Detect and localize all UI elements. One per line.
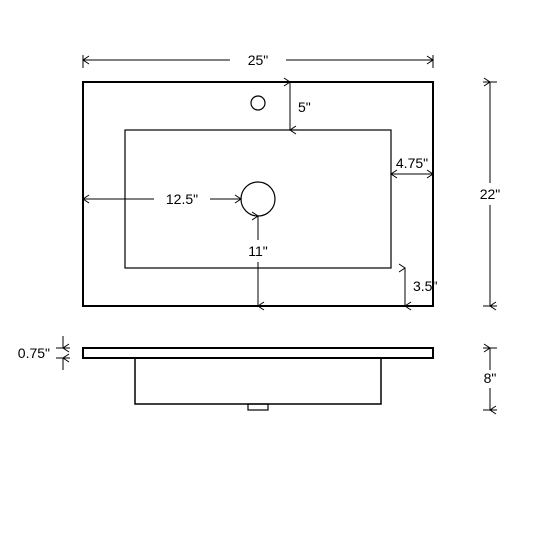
dim-overall-8-label: 8" [484,370,497,386]
dim-faucet-5-label: 5" [298,99,311,115]
dim-right-margin-label: 4.75" [396,155,428,171]
sideview-slab [83,348,433,358]
dim-drain-x-label: 12.5" [166,191,198,207]
sideview-basin [135,358,381,404]
dim-right-margin: 4.75" [391,155,433,174]
faucet-hole [251,96,265,110]
dim-overall-8: 8" [483,348,497,410]
dim-drain-y: 11" [248,216,268,306]
dim-faucet-5: 5" [290,82,311,130]
dim-drain-y-label: 11" [248,243,268,259]
dim-height-22-label: 22" [480,186,501,202]
dim-slab-thickness-label: 0.75" [18,345,50,361]
sideview-drain-nub [248,404,268,410]
dim-height-22: 22" [480,82,501,306]
dim-drain-x: 12.5" [83,191,241,207]
drain-hole [241,182,275,216]
dim-slab-thickness: 0.75" [18,336,70,370]
dim-width-25-label: 25" [248,52,269,68]
dim-width-25: 25" [83,52,433,68]
dim-bottom-margin-label: 3.5" [413,278,437,294]
dimension-drawing: 25" 22" 8" 5" 12.5" 11" 4.75" [0,0,550,550]
